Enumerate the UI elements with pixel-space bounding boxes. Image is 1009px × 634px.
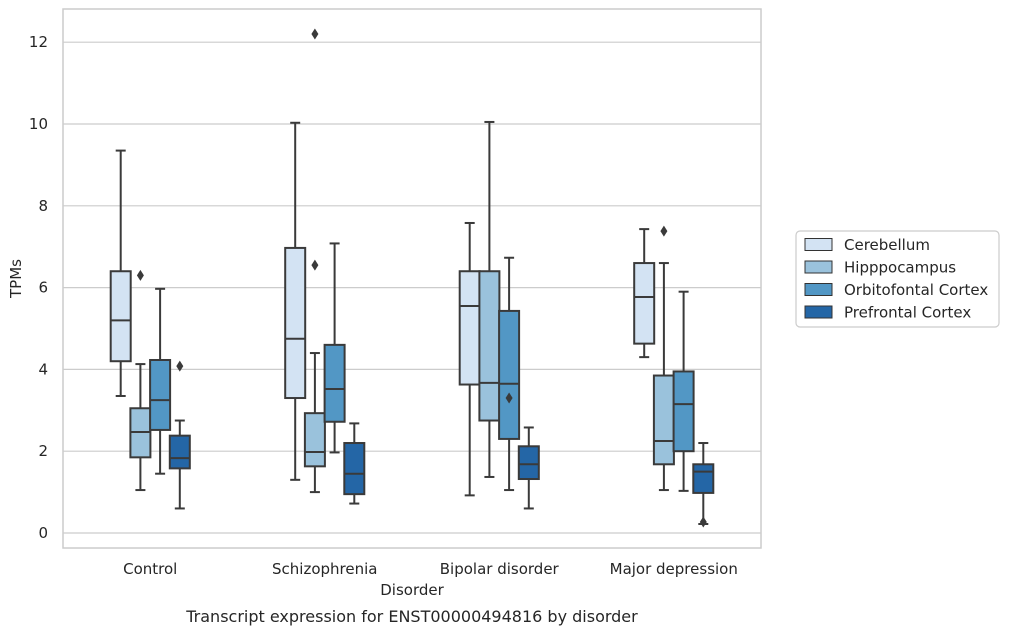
box-iqr <box>109 270 132 363</box>
box-iqr <box>458 270 481 386</box>
box-iqr <box>284 246 307 400</box>
box-0-1 <box>129 269 152 492</box>
box-iqr <box>692 463 715 494</box>
box-0-2 <box>149 287 172 475</box>
box-iqr <box>633 262 656 345</box>
legend-label: Orbitofontal Cortex <box>844 281 988 299</box>
y-tick-label: 6 <box>38 279 48 297</box>
box-1-0 <box>284 121 307 481</box>
outlier-point <box>176 360 184 372</box>
box-2-2 <box>498 256 521 492</box>
box-1-2 <box>323 242 346 454</box>
box-iqr <box>323 343 346 423</box>
legend-frame <box>795 230 1000 328</box>
x-tick-label: Control <box>123 560 177 578</box>
y-axis-ticks: 0 2 4 6 8 10 12 <box>29 33 48 542</box>
x-tick-label: Bipolar disorder <box>440 560 560 578</box>
box-iqr <box>672 370 695 453</box>
legend-swatch <box>804 238 833 251</box>
outlier-point <box>660 225 668 237</box>
box-iqr <box>498 309 521 440</box>
legend-label: Cerebellum <box>844 236 930 254</box>
y-axis-label: TPMs <box>7 259 25 299</box>
legend-swatch <box>804 305 833 319</box>
x-tick-label: Major depression <box>610 560 738 578</box>
x-axis-ticks: Control Schizophrenia Bipolar disorder Majo… <box>123 560 738 578</box>
legend: Cerebellum Hipppocampus Orbitofontal Corte… <box>795 230 1000 328</box>
y-tick-label: 12 <box>29 33 48 51</box>
y-tick-label: 2 <box>38 442 48 460</box>
box-3-0 <box>633 228 656 359</box>
box-iqr <box>303 412 326 468</box>
box-2-3 <box>517 426 540 510</box>
box-3-1 <box>652 225 675 492</box>
legend-label: Prefrontal Cortex <box>844 304 971 322</box>
box-iqr <box>168 434 191 470</box>
outlier-point <box>311 28 319 40</box>
box-2-0 <box>458 221 481 497</box>
box-0-3 <box>168 360 191 510</box>
box-iqr <box>343 442 366 496</box>
outlier-point <box>311 259 319 271</box>
legend-label: Hipppocampus <box>844 259 956 277</box>
y-tick-label: 0 <box>38 524 48 542</box>
outlier-point <box>136 269 144 281</box>
y-tick-label: 8 <box>38 197 48 215</box>
box-3-2 <box>672 290 695 492</box>
box-iqr <box>149 358 172 431</box>
outlier-point <box>505 392 513 404</box>
box-plot-series <box>109 28 715 528</box>
x-axis-label: Disorder <box>380 581 444 599</box>
box-iqr <box>478 270 501 422</box>
outlier-point <box>699 516 707 528</box>
x-tick-label: Schizophrenia <box>272 560 377 578</box>
y-tick-label: 10 <box>29 115 48 133</box>
legend-swatch <box>804 260 833 274</box>
plot-frame <box>62 8 762 549</box>
legend-swatch <box>804 283 833 296</box>
box-iqr <box>517 445 540 481</box>
y-tick-label: 4 <box>38 360 48 378</box>
box-1-3 <box>343 422 366 505</box>
box-iqr <box>652 374 675 466</box>
box-0-0 <box>109 149 132 397</box>
chart-caption: Transcript expression for ENST0000049481… <box>185 607 638 626</box>
box-2-1 <box>478 120 501 478</box>
box-3-3 <box>692 442 715 528</box>
box-1-1 <box>303 28 326 494</box>
